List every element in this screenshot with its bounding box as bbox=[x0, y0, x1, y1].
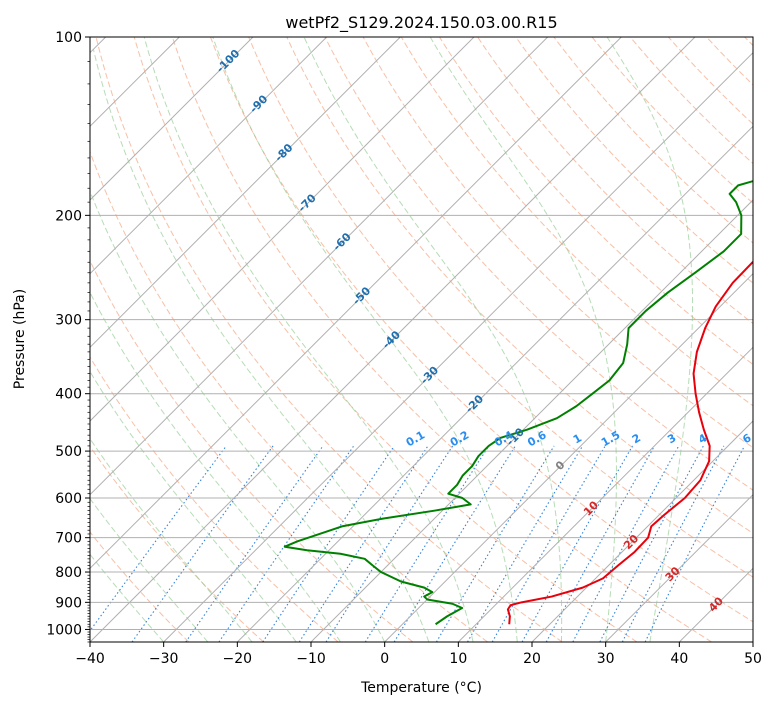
mixing-ratio-line bbox=[545, 445, 656, 642]
isotherm-line bbox=[310, 199, 753, 642]
x-tick-label: −40 bbox=[75, 651, 105, 667]
isotherm-line bbox=[90, 37, 475, 422]
isotherm-line bbox=[90, 37, 549, 496]
dry-adiabat bbox=[439, 37, 753, 366]
moist-adiabat bbox=[429, 37, 617, 642]
mixing-ratio-line bbox=[325, 445, 454, 642]
mixing-ratio-line bbox=[364, 445, 490, 642]
moist-adiabat bbox=[92, 49, 430, 642]
x-tick-label: 30 bbox=[597, 651, 615, 667]
x-tick-label: −30 bbox=[149, 651, 179, 667]
isotherm-line bbox=[457, 346, 753, 642]
moist-adiabat bbox=[90, 189, 386, 642]
dry-adiabat bbox=[133, 37, 638, 642]
dry-adiabat bbox=[90, 445, 264, 642]
y-tick-label: 700 bbox=[55, 531, 82, 547]
y-tick-label: 300 bbox=[55, 313, 82, 329]
x-tick-label: 50 bbox=[744, 651, 762, 667]
y-tick-label: 900 bbox=[55, 595, 82, 611]
x-tick-label: 0 bbox=[380, 651, 389, 667]
y-axis-label: Pressure (hPa) bbox=[12, 289, 28, 389]
moist-adiabat bbox=[90, 553, 165, 642]
dry-adiabat bbox=[515, 37, 753, 284]
isotherm-line bbox=[531, 420, 753, 642]
y-tick-label: 1000 bbox=[46, 622, 82, 638]
x-axis-label: Temperature (°C) bbox=[360, 680, 482, 696]
y-tick-label: 400 bbox=[55, 387, 82, 403]
mixing-ratio-line bbox=[393, 445, 516, 642]
isotherm-line bbox=[90, 37, 622, 570]
mixing-ratio-line bbox=[185, 445, 324, 642]
mixing-ratio-line bbox=[298, 445, 429, 642]
x-tick-label: 20 bbox=[523, 651, 541, 667]
mixing-ratio-line bbox=[218, 445, 355, 642]
dry-adiabat bbox=[248, 37, 753, 578]
y-tick-label: 100 bbox=[55, 30, 82, 46]
x-tick-label: −20 bbox=[223, 651, 253, 667]
dry-adiabat bbox=[95, 37, 563, 642]
dewpoint-profile bbox=[283, 180, 753, 626]
pressure-grid bbox=[90, 37, 753, 630]
temperature-profile bbox=[506, 260, 753, 625]
moist-adiabat bbox=[303, 37, 563, 642]
dry-adiabat bbox=[210, 37, 753, 623]
temperature-line bbox=[506, 260, 753, 625]
moist-adiabat bbox=[90, 437, 253, 642]
mixing-ratio-line bbox=[621, 445, 725, 642]
isotherm-grid bbox=[90, 37, 753, 642]
mixing-ratio-lines bbox=[90, 445, 746, 642]
isotherm-line bbox=[236, 125, 753, 642]
x-tick-label: 10 bbox=[449, 651, 467, 667]
mixing-ratio-line bbox=[467, 445, 584, 642]
dewpoint-line bbox=[283, 180, 753, 626]
mixing-ratio-line bbox=[131, 445, 274, 642]
moist-adiabat bbox=[212, 37, 518, 642]
x-tick-label: −10 bbox=[296, 651, 326, 667]
isotherm-line bbox=[384, 272, 753, 642]
y-tick-label: 200 bbox=[55, 208, 82, 224]
y-tick-label: 600 bbox=[55, 491, 82, 507]
dry-adiabat bbox=[90, 531, 190, 642]
plot-frame bbox=[89, 36, 754, 643]
x-tick-label: 40 bbox=[670, 651, 688, 667]
mixing-ratio-line bbox=[644, 445, 746, 642]
moist-adiabat bbox=[143, 37, 474, 642]
isotherm-line bbox=[605, 493, 753, 642]
mixing-ratio-line bbox=[521, 445, 633, 642]
x-axis: −40 −30 −20 −10 0 10 20 30 40 50 bbox=[75, 642, 762, 667]
isotherm-line bbox=[163, 51, 753, 642]
y-axis: 100 200 300 400 500 600 700 800 900 1000 bbox=[46, 30, 90, 643]
dry-adiabat bbox=[90, 356, 339, 642]
isotherm-line bbox=[90, 37, 696, 642]
moist-adiabat bbox=[90, 497, 209, 642]
chart-title: wetPf2_S129.2024.150.03.00.R15 bbox=[285, 13, 557, 33]
moist-adiabat bbox=[606, 37, 694, 642]
mixing-ratio-line bbox=[435, 445, 555, 642]
mixing-ratio-line bbox=[262, 445, 395, 642]
isotherm-line bbox=[90, 37, 401, 349]
y-tick-label: 800 bbox=[55, 565, 82, 581]
y-tick-label: 500 bbox=[55, 444, 82, 460]
dry-adiabat bbox=[400, 37, 753, 407]
isotherm-line bbox=[90, 37, 254, 201]
isotherm-line bbox=[90, 37, 328, 275]
